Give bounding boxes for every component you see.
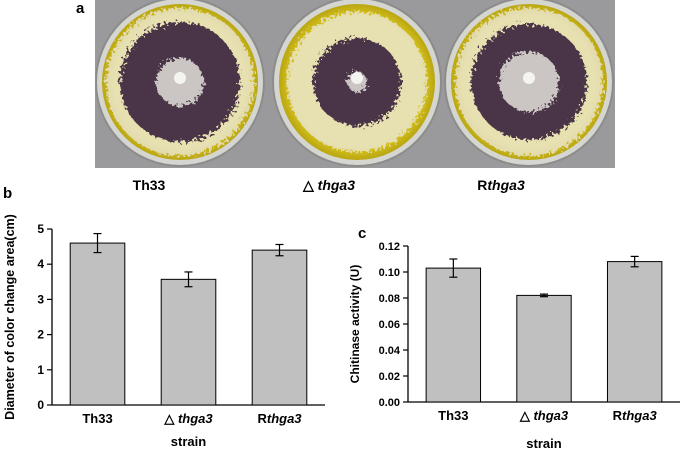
chart-b-y-tick-label: 5 xyxy=(37,222,44,236)
chart-c-y-tick-label: 0.06 xyxy=(379,319,400,331)
chart-b-y-tick-label: 2 xyxy=(37,328,44,342)
chart-c-y-axis-label: Chitinase activity (U) xyxy=(348,265,362,384)
petri-dish-th33 xyxy=(95,0,265,167)
chart-b-y-axis-label: Diameter of color change area(cm) xyxy=(3,214,17,420)
chart-b-y-tick-label: 1 xyxy=(37,363,44,377)
plate-label-th33: Th33 xyxy=(132,177,166,193)
chart-c-error-bar xyxy=(540,293,548,298)
chart-c-y-tick-label: 0.02 xyxy=(379,371,400,383)
chart-b-y-tick-label: 0 xyxy=(37,398,44,412)
chart-c-x-axis-label: strain xyxy=(526,436,561,451)
chart-c-y-tick-label: 0.08 xyxy=(379,293,400,305)
chart-c-x-tick-label: Rthga3 xyxy=(613,408,658,423)
chart-c-y-tick-label: 0.12 xyxy=(379,241,400,253)
panel-label-c: c xyxy=(358,225,367,242)
chart-b-error-bar xyxy=(275,243,284,257)
chart-b-diameter: 0 1 2 3 4 5 Th33 △ thga3 Rthga3 strain Diameter of… xyxy=(3,214,325,449)
chart-b-y-tick-label: 3 xyxy=(37,292,44,306)
chart-b-x-tick-label: Th33 xyxy=(82,411,112,426)
chart-c-error-bar xyxy=(449,258,458,278)
petri-dish-delta-thga3 xyxy=(272,0,442,167)
chart-c-y-tick-label: 0.10 xyxy=(379,267,400,279)
panel-label-a: a xyxy=(76,0,85,17)
chart-c-bar xyxy=(425,267,482,403)
petri-dish-illustration xyxy=(95,0,614,167)
petri-dish-photo xyxy=(95,0,615,168)
chart-c-bar xyxy=(606,261,663,403)
chart-b-x-axis-label: strain xyxy=(171,434,206,449)
chart-b-error-bar xyxy=(93,232,102,254)
chart-b-x-tick-label: △ thga3 xyxy=(163,411,213,426)
petri-dish-rthga3 xyxy=(444,0,614,167)
chart-b-bar xyxy=(251,249,308,406)
chart-c-x-tick-label: Th33 xyxy=(438,408,468,423)
chart-c-chitinase: 0.00 0.02 0.04 0.06 0.08 0.10 0.12 Th33 △ thga3 R… xyxy=(348,241,680,451)
chart-c-x-tick-label: △ thga3 xyxy=(519,408,569,423)
panel-label-b: b xyxy=(3,185,13,202)
chart-c-y-tick-label: 0.04 xyxy=(379,345,401,357)
chart-c-bar xyxy=(516,294,572,403)
chart-b-bar xyxy=(160,278,217,406)
chart-b-error-bar xyxy=(184,271,193,288)
plate-label-rthga3: Rthga3 xyxy=(477,177,525,193)
chart-c-y-tick-label: 0.00 xyxy=(379,397,400,409)
plate-label-delta-thga3: △ thga3 xyxy=(303,177,355,193)
chart-b-y-tick-label: 4 xyxy=(37,257,44,271)
chart-b-bar xyxy=(69,242,126,406)
chart-b-x-tick-label: Rthga3 xyxy=(257,411,302,426)
chart-c-error-bar xyxy=(630,255,639,268)
